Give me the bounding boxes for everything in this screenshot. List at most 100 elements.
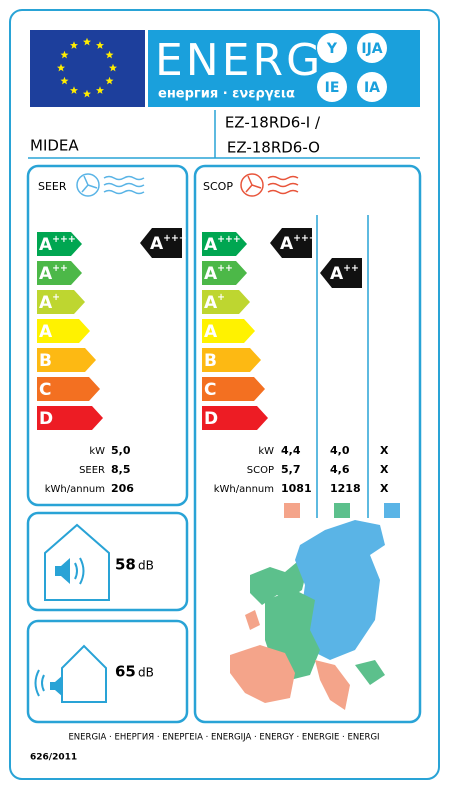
class-letter: D	[204, 409, 218, 429]
class-label: A++	[204, 263, 233, 284]
class-letter: A	[330, 264, 344, 284]
class-letter: B	[204, 351, 217, 371]
noise-unit: dB	[138, 559, 154, 573]
row-value: 206	[111, 482, 134, 495]
class-label: A++	[330, 263, 359, 284]
class-sup: +++	[163, 233, 187, 244]
badge-text: IA	[364, 80, 380, 96]
class-label: D	[39, 409, 53, 429]
class-letter: A	[150, 234, 164, 254]
row-label: kWh/annum	[214, 484, 274, 495]
class-label: A+	[39, 292, 60, 313]
star	[109, 63, 117, 72]
row-value: X	[380, 463, 389, 476]
scop-panel	[193, 164, 422, 724]
class-letter: A	[39, 322, 53, 342]
star	[70, 86, 78, 94]
star	[60, 50, 69, 59]
row-label: kW	[89, 446, 105, 457]
class-arrow	[37, 377, 100, 401]
flag-stars	[57, 37, 117, 98]
noise-value: 58	[115, 556, 136, 574]
class-letter: C	[204, 380, 216, 400]
zone-swatch	[334, 503, 350, 518]
language-badges: Y IJA IE IA	[317, 33, 387, 102]
class-sup: +	[217, 292, 225, 303]
header-subtitle: енергия · ενεργεια	[158, 87, 295, 102]
class-letter: A	[39, 264, 53, 284]
class-arrow	[202, 348, 261, 372]
star	[83, 37, 91, 46]
noise-value: 65	[115, 663, 136, 681]
class-letter: A	[280, 234, 294, 254]
rating-arrow	[320, 258, 362, 288]
regulation: 626/2011	[30, 753, 77, 763]
class-sup: +++	[52, 234, 76, 245]
row-value: 5,7	[281, 463, 301, 476]
class-label: C	[204, 380, 216, 400]
badge	[357, 33, 387, 63]
class-label: A++	[39, 263, 68, 284]
badge	[317, 72, 347, 102]
class-letter: A	[39, 235, 53, 255]
star	[96, 41, 104, 49]
badge	[357, 72, 387, 102]
class-arrow	[202, 377, 265, 401]
class-arrow	[202, 261, 247, 285]
star	[105, 76, 114, 85]
class-label: A	[39, 322, 53, 342]
row-label: SEER	[79, 465, 105, 476]
class-label: A	[204, 322, 218, 342]
row-value: 8,5	[111, 463, 131, 476]
zone-swatch	[284, 503, 300, 518]
class-letter: A	[204, 322, 218, 342]
class-label: A+++	[280, 233, 317, 254]
row-label: SCOP	[247, 465, 274, 476]
row-label: kW	[258, 446, 274, 457]
class-sup: +	[52, 292, 60, 303]
supplier: MIDEA	[30, 137, 79, 155]
class-label: C	[39, 380, 51, 400]
class-sup: ++	[52, 263, 68, 274]
row-value: 5,0	[111, 444, 131, 457]
class-label: B	[204, 351, 217, 371]
model-line: EZ-18RD6-O	[227, 139, 320, 157]
class-letter: A	[204, 264, 218, 284]
class-arrow	[202, 319, 255, 343]
row-value: X	[380, 444, 389, 457]
class-letter: B	[39, 351, 52, 371]
badge-text: IE	[325, 80, 340, 96]
scop-label: SCOP	[203, 180, 233, 193]
class-arrow	[202, 406, 268, 430]
class-arrow	[202, 290, 250, 314]
class-letter: A	[204, 293, 218, 313]
row-label: kWh/annum	[45, 484, 105, 495]
class-arrow	[37, 319, 90, 343]
noise-unit: dB	[138, 666, 154, 680]
outer-border	[9, 9, 440, 780]
rating-arrow	[140, 228, 182, 258]
seer-label: SEER	[38, 180, 67, 193]
row-value: 1218	[330, 482, 361, 495]
class-label: A+	[204, 292, 225, 313]
class-sup: +++	[293, 233, 317, 244]
star	[83, 89, 91, 98]
class-label: A+++	[150, 233, 187, 254]
class-arrow	[37, 232, 82, 256]
row-value: 4,0	[330, 444, 350, 457]
row-value: 4,4	[281, 444, 301, 457]
class-arrow	[37, 290, 85, 314]
sound-waves	[34, 557, 85, 697]
class-sup: ++	[343, 263, 359, 274]
speaker-icon	[50, 558, 70, 697]
class-arrow	[37, 348, 96, 372]
row-value: 1081	[281, 482, 312, 495]
star	[105, 50, 114, 59]
row-value: 4,6	[330, 463, 350, 476]
class-sup: ++	[217, 263, 233, 274]
class-arrow	[202, 232, 247, 256]
indoor-noise-panel	[26, 511, 189, 612]
class-letter: A	[204, 235, 218, 255]
class-letter: C	[39, 380, 51, 400]
